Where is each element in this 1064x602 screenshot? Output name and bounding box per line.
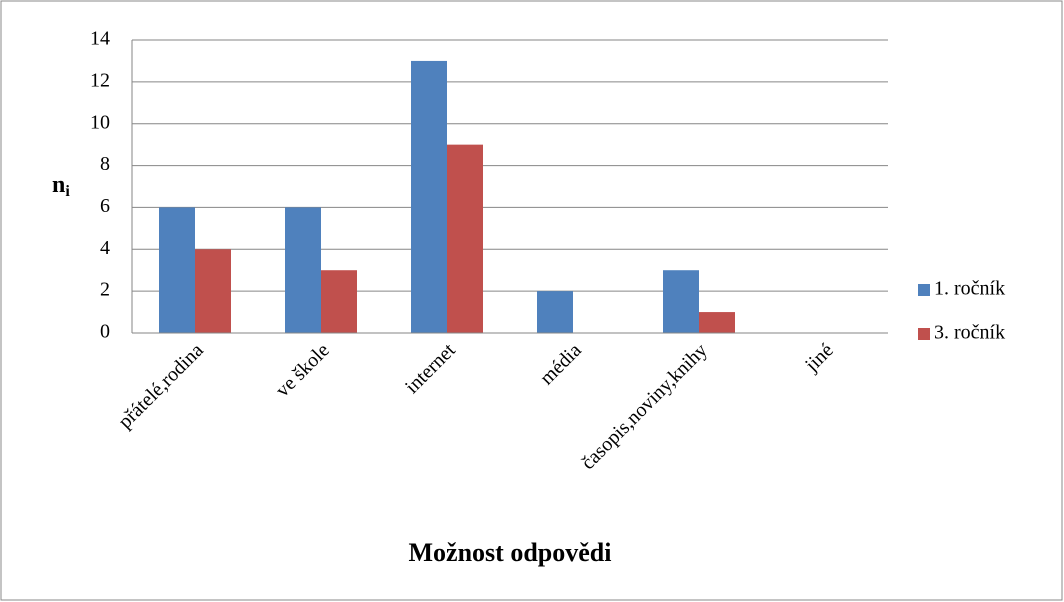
y-tick-label: 10 xyxy=(90,111,110,133)
bar xyxy=(663,270,699,333)
bar xyxy=(537,291,573,333)
y-tick-label: 12 xyxy=(90,69,110,91)
bar xyxy=(285,207,321,333)
y-axis-title-subscript: i xyxy=(65,183,70,200)
y-tick-label: 2 xyxy=(100,279,110,301)
bar xyxy=(321,270,357,333)
y-tick-label: 14 xyxy=(90,28,110,50)
y-tick-label: 4 xyxy=(100,237,110,259)
legend-label: 3. ročník xyxy=(934,322,1005,344)
legend-swatch xyxy=(918,328,930,340)
bar xyxy=(699,312,735,333)
y-tick-label: 0 xyxy=(100,321,110,343)
bar xyxy=(159,207,195,333)
legend-label: 1. ročník xyxy=(934,278,1005,300)
x-axis-title: Možnost odpovědi xyxy=(409,538,612,567)
legend-swatch xyxy=(918,284,930,296)
bar xyxy=(447,144,483,333)
y-tick-label: 8 xyxy=(100,153,110,175)
bar xyxy=(411,60,447,334)
y-axis-title-base: n xyxy=(52,172,65,198)
bar xyxy=(195,249,231,333)
y-axis-title: ni xyxy=(52,172,70,200)
y-tick-label: 6 xyxy=(100,195,110,217)
